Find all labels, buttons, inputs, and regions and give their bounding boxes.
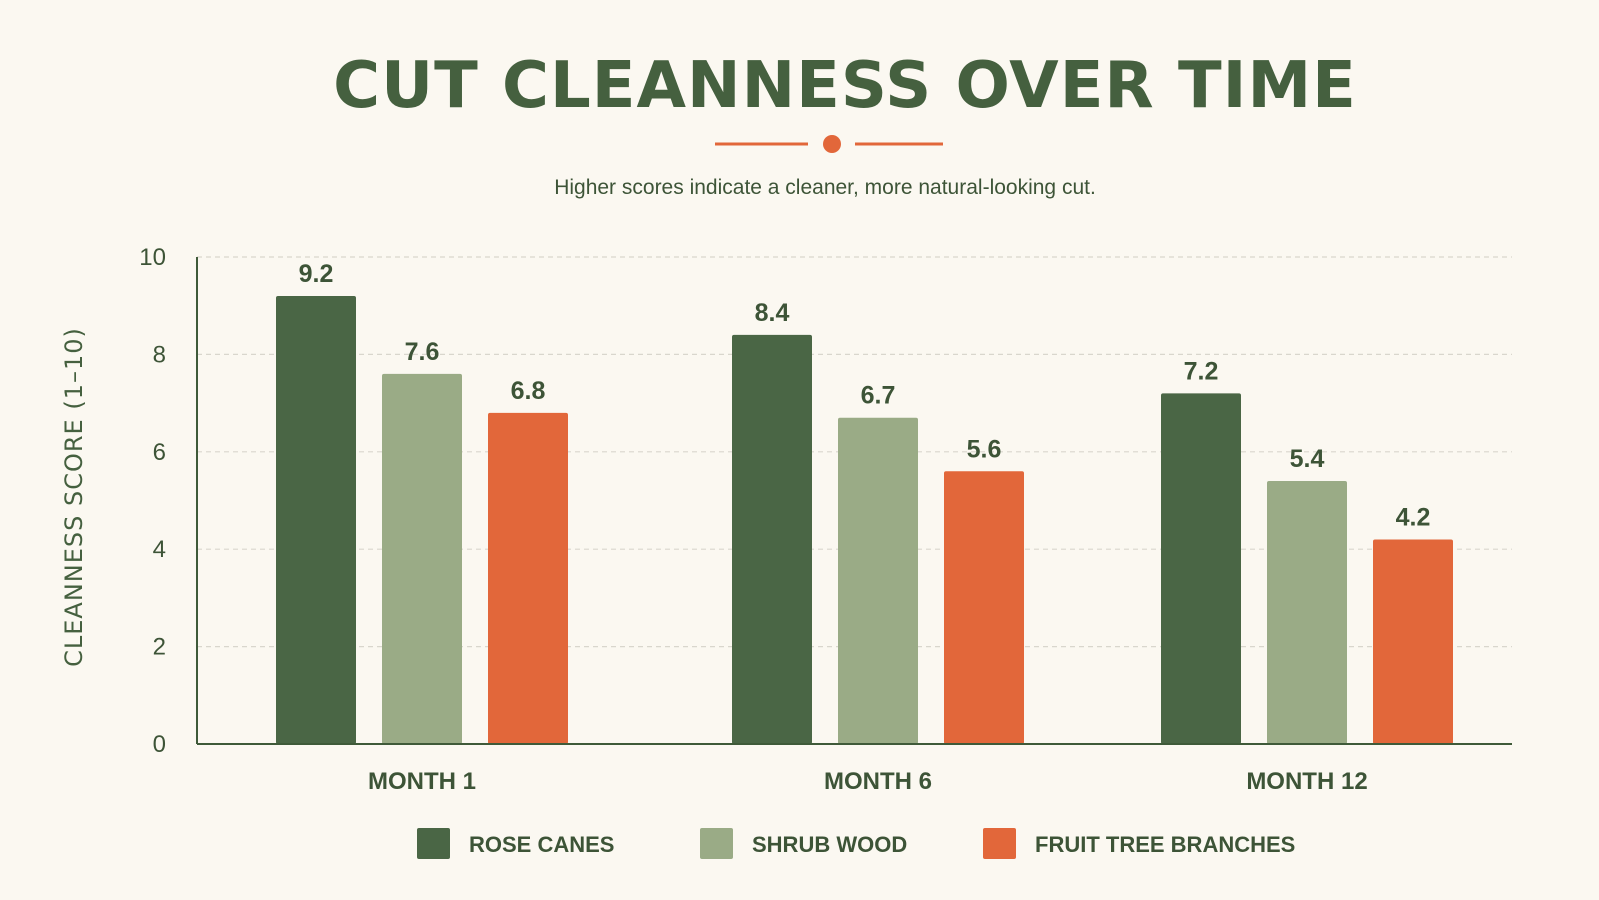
data-labels: 9.2 7.6 6.8 8.4 6.7 5.6 7.2 5.4 4.2 <box>299 260 1431 532</box>
bar <box>1373 539 1453 744</box>
bar-value-label: 7.6 <box>405 338 440 366</box>
bar-value-label: 9.2 <box>299 260 334 288</box>
legend-swatch <box>700 828 733 859</box>
legend-swatch <box>983 828 1016 859</box>
axes <box>196 257 1512 745</box>
x-category-label: MONTH 6 <box>824 768 932 795</box>
legend-swatch <box>417 828 450 859</box>
y-tick-label: 4 <box>153 536 166 563</box>
x-axis-categories: MONTH 1 MONTH 6 MONTH 12 <box>368 768 1368 795</box>
y-axis-ticks: 0 2 4 6 8 10 <box>139 244 166 758</box>
x-category-label: MONTH 1 <box>368 768 476 795</box>
legend-label: SHRUB WOOD <box>752 832 907 857</box>
bar <box>488 412 568 744</box>
legend: ROSE CANES SHRUB WOOD FRUIT TREE BRANCHES <box>417 828 1295 859</box>
bar-value-label: 8.4 <box>755 299 790 327</box>
bar <box>1161 393 1241 744</box>
bar <box>944 471 1024 744</box>
y-tick-label: 6 <box>153 439 166 466</box>
bar <box>382 373 462 744</box>
y-tick-label: 10 <box>139 244 166 271</box>
bars <box>276 295 1453 744</box>
x-category-label: MONTH 12 <box>1246 768 1367 795</box>
chart-subtitle: Higher scores indicate a cleaner, more n… <box>554 176 1096 199</box>
bar-value-label: 4.2 <box>1396 503 1431 531</box>
y-axis-label: CLEANNESS SCORE (1–10) <box>60 327 88 667</box>
bar <box>732 334 812 744</box>
y-tick-label: 0 <box>153 731 166 758</box>
bar-value-label: 7.2 <box>1184 357 1219 385</box>
bar-value-label: 6.8 <box>511 377 546 405</box>
y-tick-label: 8 <box>153 341 166 368</box>
bar <box>276 295 356 744</box>
legend-label: ROSE CANES <box>469 832 614 857</box>
y-tick-label: 2 <box>153 634 166 661</box>
chart-title: CUT CLEANNESS OVER TIME <box>333 49 1357 123</box>
bar <box>1267 481 1347 744</box>
divider-dot <box>823 135 841 153</box>
bar-value-label: 6.7 <box>861 382 896 410</box>
title-divider <box>715 135 943 153</box>
bar-value-label: 5.6 <box>967 435 1002 463</box>
bar <box>838 417 918 744</box>
legend-label: FRUIT TREE BRANCHES <box>1035 832 1295 857</box>
bar-value-label: 5.4 <box>1290 445 1325 473</box>
